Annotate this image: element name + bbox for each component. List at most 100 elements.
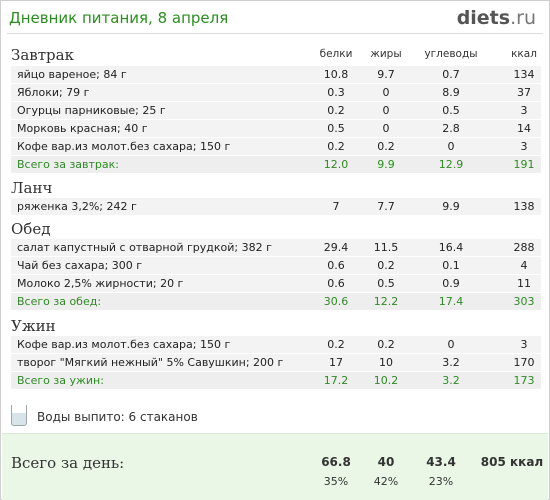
food-name: салат капустный с отварной грудкой; 382 … <box>17 241 272 254</box>
kcal-value: 288 <box>513 241 535 254</box>
food-name: яйцо вареное; 84 г <box>17 68 127 81</box>
fats-total: 12.2 <box>373 295 399 308</box>
col-kcal: ккал <box>511 48 537 60</box>
carbs-value: 0.1 <box>442 259 460 272</box>
carbs-value: 8.9 <box>442 86 460 99</box>
site-logo[interactable]: diets.ru <box>457 7 536 29</box>
fats-value: 0.2 <box>377 140 395 153</box>
day-carbs: 43.4 <box>426 455 456 469</box>
proteins-value: 0.6 <box>327 277 345 290</box>
proteins-value: 7 <box>332 200 340 213</box>
day-fats: 40 <box>377 455 395 469</box>
proteins-value: 0.2 <box>327 140 345 153</box>
food-row: ряженка 3,2%; 242 г 7 7.7 9.9 138 <box>11 198 541 215</box>
meal-total-row: Всего за завтрак: 12.0 9.9 12.9 191 <box>11 156 541 173</box>
logo-tld: .ru <box>510 7 536 29</box>
kcal-value: 170 <box>513 356 535 369</box>
carbs-value: 0.7 <box>442 68 460 81</box>
proteins-value: 17 <box>329 356 343 369</box>
meal-total-row: Всего за ужин: 17.2 10.2 3.2 173 <box>11 372 541 389</box>
col-fats: жиры <box>370 48 402 60</box>
fats-value: 0.2 <box>377 338 395 351</box>
total-label: Всего за обед: <box>17 295 102 308</box>
proteins-value: 0.2 <box>327 104 345 117</box>
proteins-value: 10.8 <box>323 68 349 81</box>
day-total-panel: Всего за день: 66.8 40 43.4 805 ккал 35%… <box>2 433 548 500</box>
carbs-total: 17.4 <box>438 295 464 308</box>
proteins-value: 0.5 <box>327 122 345 135</box>
kcal-value: 3 <box>520 140 528 153</box>
fats-total: 10.2 <box>373 374 399 387</box>
food-row: творог "Мягкий нежный" 5% Савушкин; 200 … <box>11 354 541 371</box>
fats-value: 0 <box>382 86 390 99</box>
proteins-value: 0.3 <box>327 86 345 99</box>
day-proteins: 66.8 <box>321 455 351 469</box>
carbs-value: 0 <box>447 140 455 153</box>
food-name: Чай без сахара; 300 г <box>17 259 143 272</box>
total-label: Всего за ужин: <box>17 374 104 387</box>
food-name: Молоко 2,5% жирности; 20 г <box>17 277 184 290</box>
kcal-value: 134 <box>513 68 535 81</box>
fats-value: 0.2 <box>377 259 395 272</box>
carbs-value: 0.5 <box>442 104 460 117</box>
kcal-value: 138 <box>513 200 535 213</box>
food-row: Огурцы парниковые; 25 г 0.2 0 0.5 3 <box>11 102 541 119</box>
food-row: Молоко 2,5% жирности; 20 г 0.6 0.5 0.9 1… <box>11 275 541 292</box>
food-row: салат капустный с отварной грудкой; 382 … <box>11 239 541 256</box>
carbs-value: 3.2 <box>442 356 460 369</box>
kcal-value: 14 <box>517 122 531 135</box>
fats-value: 0.5 <box>377 277 395 290</box>
kcal-total: 191 <box>513 158 535 171</box>
food-name: Яблоки; 79 г <box>17 86 90 99</box>
water-intake: Воды выпито: 6 стаканов <box>37 410 198 424</box>
food-name: творог "Мягкий нежный" 5% Савушкин; 200 … <box>17 356 284 369</box>
col-carbs: углеводы <box>424 48 478 60</box>
fats-value: 0 <box>382 122 390 135</box>
proteins-total: 17.2 <box>323 374 349 387</box>
food-row: Кофе вар.из молот.без сахара; 150 г 0.2 … <box>11 336 541 353</box>
food-row: Яблоки; 79 г 0.3 0 8.9 37 <box>11 84 541 101</box>
food-name: Огурцы парниковые; 25 г <box>17 104 166 117</box>
proteins-value: 0.2 <box>327 338 345 351</box>
kcal-value: 11 <box>517 277 531 290</box>
total-label: Всего за завтрак: <box>17 158 120 171</box>
fats-total: 9.9 <box>377 158 395 171</box>
proteins-value: 29.4 <box>323 241 349 254</box>
section-title: Ланч <box>11 179 53 197</box>
section-title: Завтрак <box>11 46 74 64</box>
food-row: Морковь красная; 40 г 0.5 0 2.8 14 <box>11 120 541 137</box>
carbs-value: 0 <box>447 338 455 351</box>
fats-value: 10 <box>379 356 393 369</box>
food-name: Кофе вар.из молот.без сахара; 150 г <box>17 140 231 153</box>
col-proteins: белки <box>319 48 353 60</box>
proteins-value: 0.6 <box>327 259 345 272</box>
kcal-value: 4 <box>520 259 528 272</box>
kcal-total: 303 <box>513 295 535 308</box>
food-row: яйцо вареное; 84 г 10.8 9.7 0.7 134 <box>11 66 541 83</box>
carbs-total: 12.9 <box>438 158 464 171</box>
page-title: Дневник питания, 8 апреля <box>9 9 229 27</box>
food-row: Кофе вар.из молот.без сахара; 150 г 0.2 … <box>11 138 541 155</box>
carbs-total: 3.2 <box>442 374 460 387</box>
kcal-value: 37 <box>517 86 531 99</box>
carbs-value: 2.8 <box>442 122 460 135</box>
logo-main: diets <box>456 7 511 29</box>
day-fats-percent: 42% <box>373 475 399 488</box>
proteins-total: 30.6 <box>323 295 349 308</box>
fats-value: 11.5 <box>373 241 399 254</box>
kcal-total: 173 <box>513 374 535 387</box>
food-row: Чай без сахара; 300 г 0.6 0.2 0.1 4 <box>11 257 541 274</box>
meal-total-row: Всего за обед: 30.6 12.2 17.4 303 <box>11 293 541 310</box>
carbs-value: 16.4 <box>438 241 464 254</box>
day-proteins-percent: 35% <box>323 475 349 488</box>
food-name: Кофе вар.из молот.без сахара; 150 г <box>17 338 231 351</box>
section-title: Обед <box>11 220 51 238</box>
fats-value: 9.7 <box>377 68 395 81</box>
section-title: Ужин <box>11 317 56 335</box>
carbs-value: 9.9 <box>442 200 460 213</box>
day-carbs-percent: 23% <box>428 475 454 488</box>
glass-icon <box>11 405 27 426</box>
kcal-value: 3 <box>520 338 528 351</box>
food-name: ряженка 3,2%; 242 г <box>17 200 137 213</box>
